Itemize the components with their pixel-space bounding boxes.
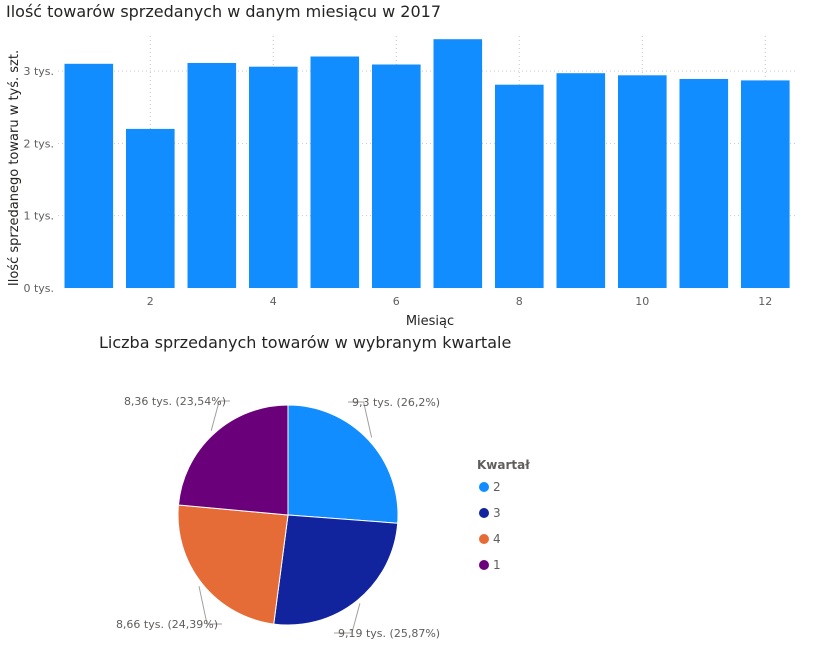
legend-marker [479,508,489,518]
pie-data-label-q4: 8,66 tys. (24,39%) [116,618,218,631]
bar-chart-bars [64,39,790,289]
pie-label-leader-line [334,603,361,634]
bar-month-10[interactable] [618,75,667,288]
pie-chart-title: Liczba sprzedanych towarów w wybranym kw… [99,333,512,352]
bar-chart-gridlines [58,36,796,288]
pie-label-leader-line [198,586,222,625]
bar-chart-title: Ilość towarów sprzedanych w danym miesią… [6,2,442,21]
legend-label: 1 [493,558,501,572]
bar-chart-x-tick-label: 10 [635,295,649,308]
pie-data-label-q3: 9,19 tys. (25,87%) [338,627,440,640]
legend-item-q2[interactable]: 2 [479,480,501,494]
legend-label: 4 [493,532,501,546]
legend-title: Kwartał [477,458,530,472]
legend-item-q1[interactable]: 1 [479,558,501,572]
bar-month-8[interactable] [495,84,544,288]
pie-data-label-q1: 8,36 tys. (23,54%) [124,395,226,408]
bar-month-9[interactable] [556,73,606,288]
bar-month-6[interactable] [372,64,421,289]
bar-chart-x-tick-label: 12 [758,295,772,308]
legend-marker [479,534,489,544]
pie-chart-legend: Kwartał 2 3 4 1 [477,458,530,572]
bar-chart-x-axis-label: Miesiąc [406,314,454,329]
bar-chart-x-tick-label: 2 [147,295,154,308]
bar-chart-y-tick-label: 3 tys. [23,65,54,78]
legend-item-q4[interactable]: 4 [479,532,501,546]
pie-data-label-q2: 9,3 tys. (26,2%) [352,396,440,409]
pie-chart-slices [177,404,399,626]
pie-slice-q4[interactable] [177,504,289,625]
bar-month-5[interactable] [310,56,360,289]
bar-chart-y-axis-label: Ilość sprzedanego towaru w tyś. szt. [7,50,22,286]
pie-slice-q2[interactable] [287,404,399,524]
bar-chart-x-tick-label: 6 [393,295,400,308]
bar-month-2[interactable] [126,128,175,288]
legend-marker [479,482,489,492]
bar-chart-x-ticks: 2 4 6 8 10 12 [147,295,773,308]
pie-label-leader-line [210,400,230,431]
bar-month-11[interactable] [679,79,729,288]
legend-marker [479,560,489,570]
pie-slice-q3[interactable] [273,514,399,626]
legend-item-q3[interactable]: 3 [479,506,501,520]
pie-slice-q1[interactable] [177,404,289,516]
bar-chart-y-tick-label: 1 tys. [23,210,54,223]
bar-month-4[interactable] [249,66,298,288]
bar-month-7[interactable] [433,39,483,289]
bar-month-1[interactable] [64,63,114,288]
bar-month-12[interactable] [741,80,790,289]
bar-chart-y-tick-label: 0 tys. [23,282,54,295]
bar-chart-y-tick-label: 2 tys. [23,137,54,150]
bar-month-3[interactable] [187,63,237,288]
legend-label: 3 [493,506,501,520]
pie-label-leader-line [348,401,373,438]
bar-chart-y-ticks: 0 tys. 1 tys. 2 tys. 3 tys. [23,65,54,295]
pie-chart-data-labels: 9,3 tys. (26,2%) 9,19 tys. (25,87%) 8,66 t… [116,395,440,640]
legend-label: 2 [493,480,501,494]
bar-chart-x-tick-label: 4 [270,295,277,308]
bar-chart-x-tick-label: 8 [516,295,523,308]
